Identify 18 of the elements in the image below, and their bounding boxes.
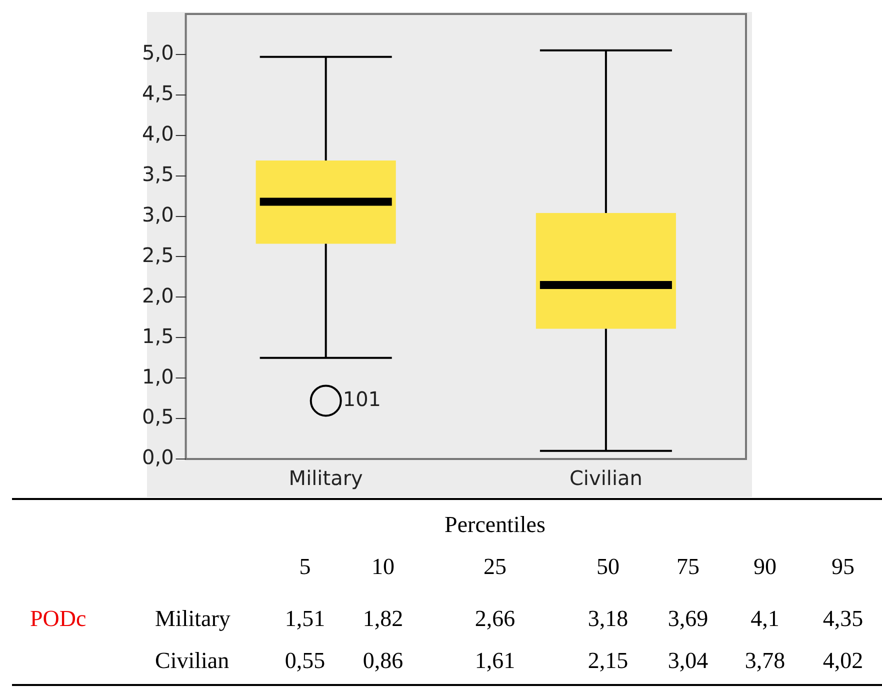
text: Percentiles <box>444 512 546 538</box>
annotation: 101 <box>342 386 382 411</box>
text: Civilian 0,55 0,86 1,61 2,15 3,04 3,78 4,02 <box>155 648 864 673</box>
y-tick-label: 1,0 <box>142 364 174 388</box>
y-tick-label: 4,0 <box>142 122 174 146</box>
text: 5 10 25 50 75 90 95 <box>299 554 854 579</box>
text: PODc Military 1,51 1,82 2,66 3,18 3,69 4,1 4,35 <box>30 606 864 631</box>
y-tick-label: 4,5 <box>142 81 174 106</box>
y-tick-label: 0,5 <box>142 404 174 429</box>
x-tick-label: Civilian <box>569 466 642 490</box>
y-tick-label: 2,0 <box>142 283 174 308</box>
y-tick-label: 3,5 <box>142 162 174 186</box>
y-tick-label: 5,0 <box>142 40 174 65</box>
x-tick-label: Military <box>288 466 364 490</box>
y-tick-label: 1,5 <box>142 324 174 348</box>
y-tick-label: 2,5 <box>142 242 174 267</box>
y-tick-label: 3,0 <box>142 202 174 226</box>
y-tick-label: 0,0 <box>142 445 174 470</box>
